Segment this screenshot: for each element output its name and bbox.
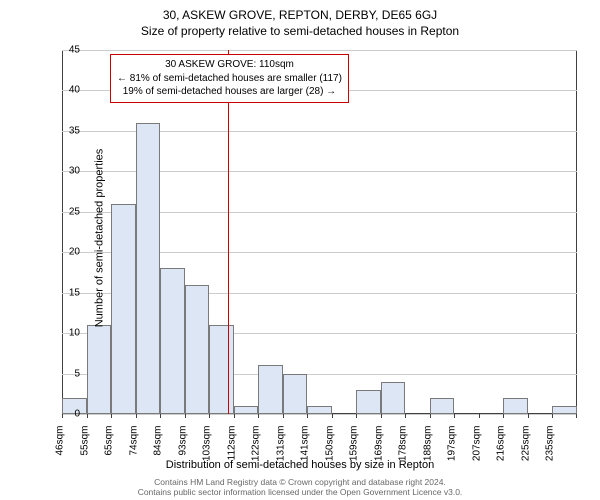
x-axis-label: Distribution of semi-detached houses by …	[0, 459, 600, 471]
y-tick-label: 40	[69, 85, 80, 96]
annotation-line-2: ← 81% of semi-detached houses are smalle…	[117, 72, 342, 86]
annotation-line-3: 19% of semi-detached houses are larger (…	[117, 85, 342, 99]
histogram-bar	[283, 374, 308, 414]
histogram-bar	[430, 398, 455, 414]
chart-title-address: 30, ASKEW GROVE, REPTON, DERBY, DE65 6GJ	[0, 0, 600, 22]
y-tick-label: 45	[69, 45, 80, 56]
annotation-line-1: 30 ASKEW GROVE: 110sqm	[117, 58, 342, 72]
histogram-bar	[111, 204, 136, 414]
histogram-bars	[62, 50, 577, 414]
reference-line	[228, 50, 229, 414]
histogram-bar	[356, 390, 381, 414]
footer-line-1: Contains HM Land Registry data © Crown c…	[0, 477, 600, 488]
y-tick-label: 35	[69, 125, 80, 136]
annotation-box: 30 ASKEW GROVE: 110sqm ← 81% of semi-det…	[110, 54, 349, 103]
histogram-bar	[185, 285, 210, 414]
histogram-bar	[234, 406, 259, 414]
histogram-bar	[503, 398, 528, 414]
histogram-bar	[160, 268, 185, 414]
y-tick-label: 0	[74, 409, 80, 420]
y-tick-label: 5	[74, 368, 80, 379]
footer-line-2: Contains public sector information licen…	[0, 487, 600, 498]
histogram-bar	[307, 406, 332, 414]
y-tick-label: 15	[69, 287, 80, 298]
y-tick-label: 10	[69, 328, 80, 339]
footer-attribution: Contains HM Land Registry data © Crown c…	[0, 477, 600, 498]
y-tick-label: 20	[69, 247, 80, 258]
y-axis-label: Number of semi-detached properties	[93, 149, 105, 328]
plot-area: 30 ASKEW GROVE: 110sqm ← 81% of semi-det…	[62, 50, 577, 414]
histogram-bar	[87, 325, 112, 414]
histogram-bar	[209, 325, 234, 414]
histogram-bar	[552, 406, 577, 414]
histogram-bar	[381, 382, 406, 414]
chart-container: { "titles": { "line1": "30, ASKEW GROVE,…	[0, 0, 600, 500]
chart-subtitle: Size of property relative to semi-detach…	[0, 22, 600, 38]
histogram-bar	[136, 123, 161, 414]
histogram-bar	[258, 365, 283, 414]
y-tick-label: 30	[69, 166, 80, 177]
y-tick-label: 25	[69, 206, 80, 217]
